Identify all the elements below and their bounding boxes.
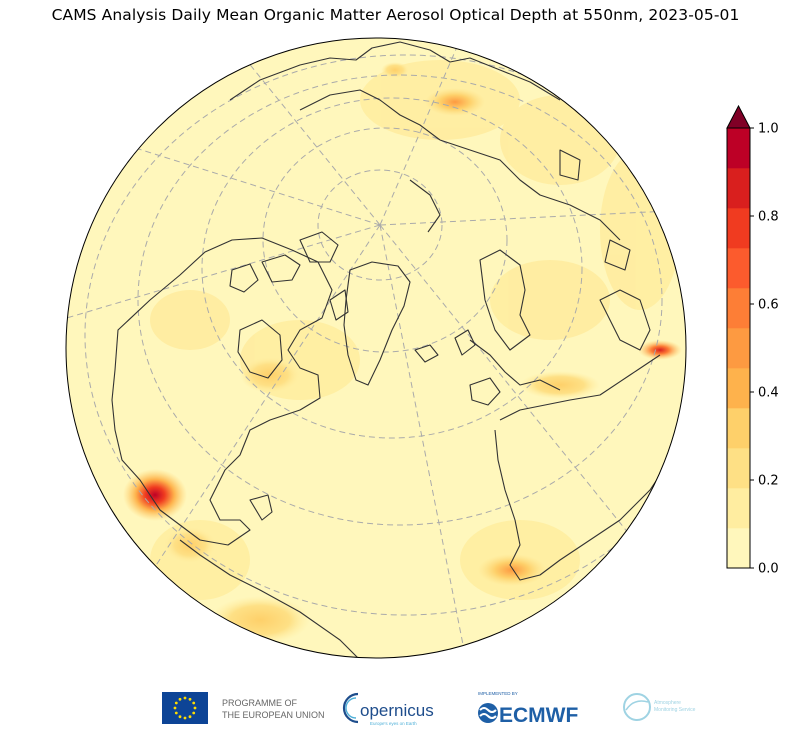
colorbar-tick-label: 1.0 — [758, 122, 779, 137]
copernicus-tagline: Europe's eyes on Earth — [370, 721, 417, 726]
hotspot-south-asia — [520, 371, 600, 399]
colorbar-tick-label: 0.0 — [758, 562, 779, 577]
footer-logos: PROGRAMME OF THE EUROPEAN UNION opernicu… — [162, 691, 696, 727]
copernicus-wordmark: opernicus — [360, 701, 434, 720]
colorbar-segment — [727, 168, 750, 209]
cams-logo — [623, 693, 651, 721]
colorbar: 0.0 0.2 0.4 0.6 0.8 1.0 — [726, 104, 779, 577]
copernicus-logo — [342, 692, 359, 724]
colorbar-segment — [727, 528, 750, 569]
colorbar-segment — [727, 368, 750, 409]
hotspot-central-america — [164, 527, 216, 563]
hotspot-alaska — [381, 62, 409, 78]
colorbar-segment — [727, 248, 750, 289]
eu-programme-line2: THE EUROPEAN UNION — [222, 710, 325, 720]
hotspot-mexico — [123, 469, 187, 521]
hotspot-siberia — [425, 88, 485, 116]
colorbar-tick-label: 0.4 — [758, 386, 779, 401]
colorbar-extend-triangle — [726, 104, 751, 129]
colorbar-segments — [727, 128, 750, 569]
colorbar-segment — [727, 208, 750, 249]
colorbar-segment — [727, 408, 750, 449]
cams-line1: Atmosphere — [654, 700, 681, 706]
colorbar-tick-label: 0.2 — [758, 474, 779, 489]
gridlines — [66, 39, 686, 658]
colorbar-segment — [727, 128, 750, 169]
colorbar-segment — [727, 488, 750, 529]
eu-programme-line1: PROGRAMME OF — [222, 698, 298, 708]
colorbar-ticks: 0.0 0.2 0.4 0.6 0.8 1.0 — [750, 122, 779, 577]
chart-title: CAMS Analysis Daily Mean Organic Matter … — [51, 6, 740, 24]
ecmwf-logo-icon — [478, 703, 498, 723]
hotspot-africa — [478, 554, 546, 586]
eu-flag-logo — [162, 692, 208, 724]
orthographic-map — [65, 37, 687, 659]
colorbar-segment — [727, 328, 750, 369]
colorbar-tick-label: 0.8 — [758, 210, 779, 225]
hotspot-south-america — [210, 596, 310, 644]
hotspot-asia — [638, 340, 682, 360]
ecmwf-wordmark: ECMWF — [499, 704, 578, 727]
coastlines — [111, 41, 671, 658]
colorbar-segment — [727, 448, 750, 489]
globe-outline — [65, 37, 687, 659]
colorbar-tick-label: 0.6 — [758, 298, 779, 313]
ecmwf-implemented-by: IMPLEMENTED BY — [478, 691, 518, 696]
cams-line2: Monitoring Service — [654, 707, 696, 713]
colorbar-segment — [727, 288, 750, 329]
colorbar-frame — [726, 127, 751, 569]
